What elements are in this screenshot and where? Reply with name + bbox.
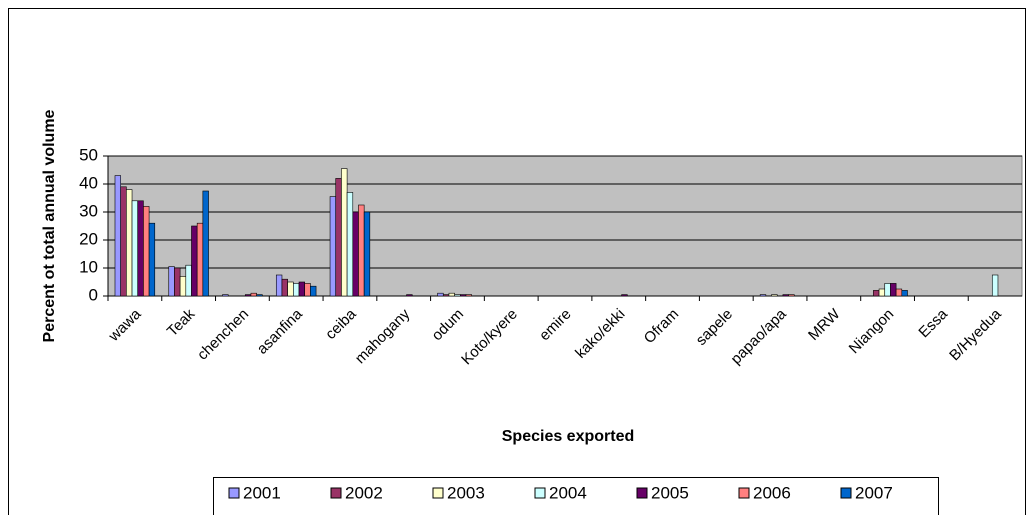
bar [460,294,467,297]
bar [120,186,127,297]
legend-label: 2006 [753,483,791,502]
bar [244,294,252,297]
y-tick-label: 20 [79,229,98,248]
bar [137,200,144,297]
bar [143,206,150,297]
bar [890,283,897,297]
bar [878,288,886,297]
legend-label: 2004 [549,483,587,502]
legend-label: 2003 [447,483,485,502]
bar [884,283,891,297]
bar [222,294,229,297]
bar [895,288,903,297]
bar [448,292,455,297]
bar [298,281,306,297]
bar [304,283,311,297]
bar [131,200,139,297]
bar [346,192,354,297]
y-tick-label: 0 [89,285,98,304]
bar [256,294,263,297]
bar [465,294,472,297]
bar [901,290,908,297]
legend-swatch [840,487,852,499]
legend-label: 2007 [855,483,893,502]
bar [114,175,121,297]
bar [293,283,300,297]
y-axis-label: Percent ot total annual volume [41,109,58,342]
bar [873,290,880,297]
bar [191,225,198,297]
bar [442,294,450,297]
bar [358,204,365,297]
bar [126,189,133,297]
legend-swatch [330,487,342,499]
bar [168,266,175,297]
legend-swatch [534,487,546,499]
bar [771,294,778,297]
plot-area [107,155,1023,297]
bar [363,211,371,297]
bar [174,267,181,297]
y-tick-label: 40 [79,173,98,192]
y-tick-label: 10 [79,257,98,276]
legend-swatch [636,487,648,499]
bar [281,278,288,297]
bar [250,292,257,297]
bar [991,274,999,297]
bar [275,274,283,297]
bar [310,285,317,297]
bar [335,178,342,297]
bar [454,294,461,297]
legend-swatch [432,487,444,499]
legend-label: 2005 [651,483,689,502]
bar [185,264,192,297]
bar [759,294,767,297]
legend-label: 2002 [345,483,383,502]
y-tick-label: 50 [79,145,98,164]
bar [287,281,294,297]
bar [782,294,789,297]
legend-swatch [738,487,750,499]
bar [352,211,359,297]
x-axis-label: Species exported [502,428,635,445]
bar [621,294,628,297]
bar [148,222,156,297]
bar [179,276,187,297]
legend-swatch [228,487,240,499]
bar [329,196,337,297]
y-tick-label: 30 [79,201,98,220]
bar [196,222,204,297]
bar [341,168,348,297]
legend-label: 2001 [243,483,281,502]
bar [406,294,413,297]
bar [437,292,444,297]
bar [202,190,209,297]
bar [788,294,795,297]
